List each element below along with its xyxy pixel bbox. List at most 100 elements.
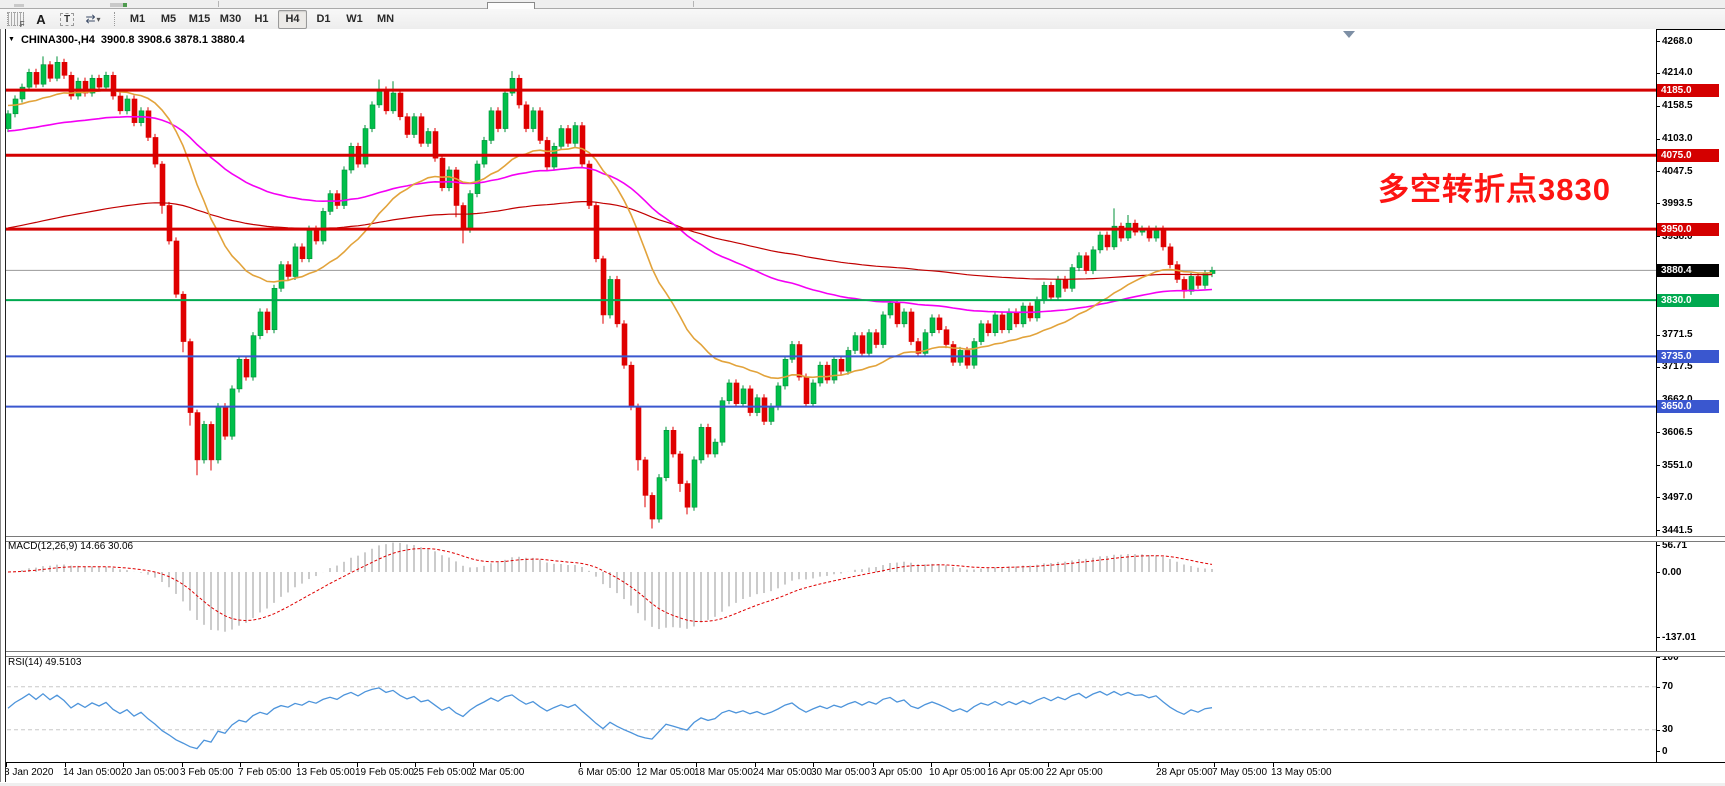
candle-down — [705, 427, 712, 455]
grid-f-letter: F — [19, 20, 25, 29]
candle-up — [229, 388, 236, 437]
candle-up — [880, 314, 887, 345]
price-badge: 3735.0 — [1657, 349, 1719, 363]
time-tick-mark — [638, 763, 639, 767]
ma-slow-darkred — [7, 201, 1212, 280]
candle-up — [978, 323, 985, 342]
candle-up — [1076, 255, 1083, 268]
macd-indicator-plot[interactable] — [0, 540, 1656, 651]
dropdown-caret-icon[interactable]: ▾ — [96, 14, 101, 24]
candle-down — [194, 412, 201, 461]
candle-down — [859, 335, 866, 354]
macd-axis-label: -137.01 — [1662, 631, 1696, 643]
candle-up — [1034, 299, 1041, 319]
timeframe-button-d1[interactable]: D1 — [316, 13, 331, 25]
candle-down — [733, 382, 740, 404]
candle-down — [642, 459, 649, 496]
panel-splitter-rsi[interactable] — [0, 651, 1725, 657]
candle-up — [1006, 311, 1013, 331]
candle-down — [1062, 279, 1069, 289]
objects-arrows-icon[interactable]: ⇄ ▾ — [82, 10, 104, 28]
time-tick-mark — [873, 763, 874, 767]
axis-tick-mark — [1656, 139, 1660, 140]
candle-down — [614, 279, 621, 325]
time-tick-mark — [298, 763, 299, 767]
candle-down — [495, 110, 502, 129]
candle-down — [1174, 264, 1181, 280]
timeframe-button-m30[interactable]: M30 — [219, 13, 242, 25]
candle-down — [565, 128, 572, 144]
time-tick-label: 30 Mar 05:00 — [811, 767, 870, 778]
price-axis-border — [1656, 29, 1657, 762]
axis-tick-label: 3938.0 — [1662, 230, 1693, 242]
candle-up — [691, 459, 698, 508]
time-tick-label: 12 Mar 05:00 — [636, 767, 695, 778]
timeframe-button-h1[interactable]: H1 — [254, 13, 269, 25]
time-tick-mark — [240, 763, 241, 767]
panel-splitter-macd[interactable] — [0, 536, 1725, 542]
timeframe-button-w1[interactable]: W1 — [346, 13, 363, 25]
time-tick-mark — [989, 763, 990, 767]
candle-down — [313, 228, 320, 242]
candle-down — [285, 264, 292, 277]
candle-up — [369, 104, 376, 129]
candle-down — [579, 125, 586, 165]
time-tick-label: 2 Mar 05:00 — [471, 767, 525, 778]
candle-down — [208, 424, 215, 461]
timeframe-button-h4[interactable]: H4 — [278, 9, 307, 29]
main-price-plot[interactable] — [0, 29, 1656, 536]
candle-up — [712, 441, 719, 455]
axis-tick-mark — [1656, 335, 1660, 336]
axis-tick-mark — [1656, 203, 1660, 204]
candle-up — [754, 397, 761, 413]
time-tick-mark — [182, 763, 183, 767]
candle-up — [376, 89, 383, 106]
timeframe-button-group: M1 M5 M15 M30 H1 H4 D1 W1 MN — [122, 9, 401, 29]
candle-up — [992, 314, 999, 333]
timeframe-button-m1[interactable]: M1 — [129, 13, 146, 25]
timeframe-button-m5[interactable]: M5 — [160, 13, 177, 25]
candle-down — [460, 205, 467, 230]
candle-up — [607, 279, 614, 316]
collapse-triangle-icon[interactable]: ▼ — [8, 35, 15, 43]
time-tick-mark — [65, 763, 66, 767]
text-box-icon[interactable]: T — [56, 10, 78, 28]
crosshair-grid-f-icon[interactable]: F — [4, 10, 26, 29]
candle-down — [1160, 228, 1167, 248]
candle-up — [5, 113, 12, 129]
candle-up — [740, 388, 747, 404]
window-left-border — [0, 29, 6, 782]
candle-down — [586, 163, 593, 206]
timeframe-button-mn[interactable]: MN — [376, 13, 395, 25]
candle-down — [999, 314, 1006, 331]
text-label-icon[interactable]: A — [36, 11, 46, 27]
time-axis[interactable]: 8 Jan 2020 14 Jan 05:00 20 Jan 05:00 3 Feb … — [0, 762, 1725, 783]
axis-tick-mark — [1656, 465, 1660, 466]
time-tick-mark — [1158, 763, 1159, 767]
toolbar-separator — [114, 12, 118, 26]
rsi-line — [7, 687, 1213, 750]
candle-up — [40, 64, 47, 85]
candle-up — [887, 302, 894, 316]
rsi-axis-label: 100 — [1662, 651, 1679, 663]
candle-up — [901, 311, 908, 325]
candle-up — [558, 128, 565, 147]
candle-up — [866, 332, 873, 354]
rsi-indicator-plot[interactable] — [0, 655, 1656, 762]
candle-up — [663, 430, 670, 478]
axis-tick-label: 4158.5 — [1662, 100, 1693, 112]
arrows-glyph: ⇄ — [85, 12, 96, 26]
candle-up — [12, 98, 19, 115]
chart-shift-marker-icon[interactable] — [1343, 31, 1355, 38]
macd-axis-tick — [1656, 572, 1660, 573]
candle-down — [894, 302, 901, 325]
candle-up — [768, 406, 775, 422]
candle-up — [215, 406, 222, 461]
ma-fast-orange — [7, 89, 1213, 380]
rsi-axis-tick — [1656, 751, 1660, 752]
candle-down — [187, 341, 194, 413]
candle-up — [446, 169, 453, 189]
macd-signal-line — [7, 548, 1213, 623]
timeframe-button-m15[interactable]: M15 — [188, 13, 211, 25]
candle-up — [19, 86, 26, 100]
